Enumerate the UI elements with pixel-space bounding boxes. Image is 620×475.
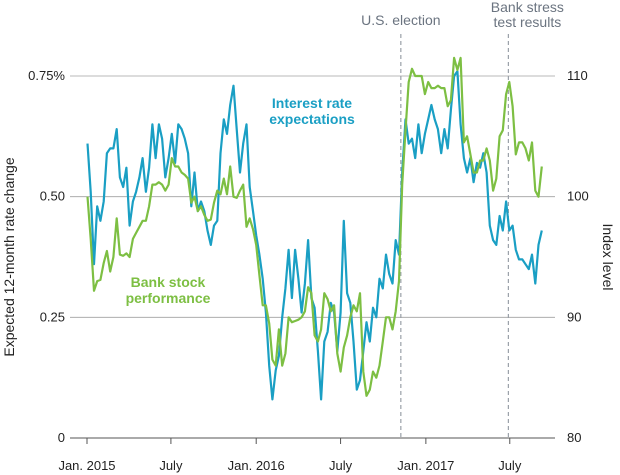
right-tick-label: 100 [567,189,589,204]
x-tick-label: Jan. 2016 [228,458,285,473]
left-axis-ticks: 0 0.25 0.50 0.75% [28,68,65,445]
interest-rate-line [86,70,543,401]
bank-stock-line [86,56,543,397]
event-label: U.S. election [361,12,440,28]
left-tick-label: 0.25 [40,309,65,324]
left-tick-label: 0.50 [40,189,65,204]
event-label: Bank stress [491,0,564,15]
x-axis-ticks: Jan. 2015 July Jan. 2016 July Jan. 2017 July [58,438,522,473]
right-tick-label: 110 [567,68,588,83]
interest-rate-label: expectations [269,111,355,127]
left-tick-label: 0 [58,430,65,445]
event-label: test results [494,14,562,30]
right-axis-title: Index level [600,224,616,291]
x-tick-label: Jan. 2017 [397,458,454,473]
series-lines [86,56,543,401]
x-tick-label: July [498,458,522,473]
grid-lines [70,75,555,439]
left-tick-label: 0.75% [28,68,65,83]
right-tick-label: 80 [567,430,581,445]
right-axis-ticks: 80 90 100 110 [567,68,589,445]
left-axis-title: Expected 12-month rate change [1,157,17,356]
x-tick-label: July [329,458,353,473]
bank-stock-label: performance [126,290,211,306]
x-tick-label: Jan. 2015 [58,458,115,473]
bank-stock-label: Bank stock [131,274,206,290]
interest-rate-label: Interest rate [272,95,352,111]
right-tick-label: 90 [567,309,581,324]
x-tick-label: July [159,458,183,473]
